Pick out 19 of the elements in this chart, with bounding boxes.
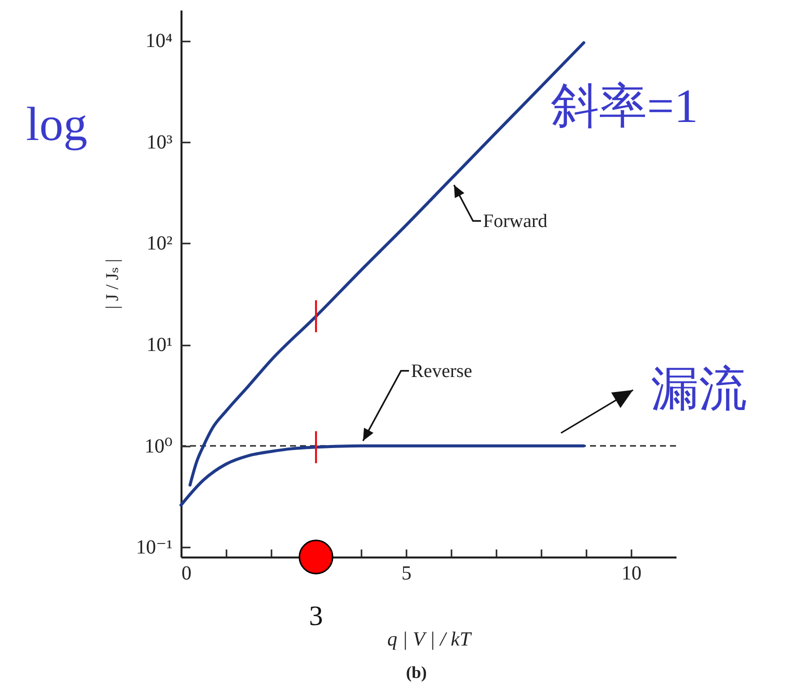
y-tick-label: 10⁰ bbox=[144, 435, 172, 458]
y-tick-label: 10³ bbox=[146, 131, 172, 154]
text: (b) bbox=[406, 663, 427, 682]
annotation: 斜率=1 bbox=[551, 80, 698, 133]
x-tick-label: 10 bbox=[622, 562, 642, 584]
y-tick-label: 10² bbox=[146, 232, 172, 255]
text: 3 bbox=[309, 601, 323, 632]
x-axis-title: q | V | / kT bbox=[387, 628, 473, 650]
text: log bbox=[26, 98, 88, 151]
annotation: 漏流 bbox=[651, 363, 747, 416]
y-tick-label: 10⁴ bbox=[146, 30, 173, 52]
y-tick-label: 10⁻¹ bbox=[136, 536, 172, 559]
text: Forward bbox=[483, 210, 548, 232]
y-tick-label: 10¹ bbox=[146, 334, 172, 356]
line-series bbox=[180, 444, 586, 507]
x-tick-label: 0 bbox=[182, 562, 192, 584]
x-tick-label: 5 bbox=[402, 562, 412, 584]
y-axis-title: | J / Jₛ | bbox=[102, 258, 122, 310]
text: Reverse bbox=[411, 360, 472, 382]
